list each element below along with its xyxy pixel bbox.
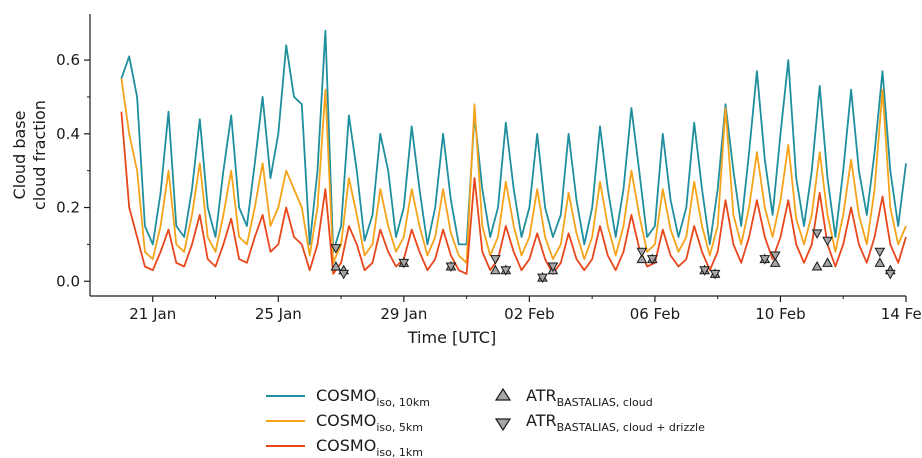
x-tick-label: 14 Feb: [881, 305, 922, 323]
marker-atr-cloud-drizzle: [874, 247, 886, 258]
legend-label-cosmo-1km: COSMOiso, 1km: [316, 436, 423, 458]
y-axis-label-line-1: Cloud base: [10, 111, 29, 200]
series-line-cosmo-5km: [120, 78, 907, 264]
legend-marker-triangle-down: [494, 418, 512, 432]
marker-atr-cloud: [769, 257, 781, 267]
series-line-cosmo-10km: [120, 29, 907, 253]
x-tick-label: 29 Jan: [380, 305, 427, 323]
x-tick-label: 25 Jan: [255, 305, 302, 323]
legend-marker-triangle-up: [494, 387, 512, 401]
legend-label-atr-cloud-drizzle: ATRBASTALIAS, cloud + drizzle: [526, 411, 705, 434]
x-tick-label: 21 Jan: [129, 305, 176, 323]
legend-entry-cosmo-10km: COSMOiso, 10km: [266, 386, 430, 409]
x-tick-label: 02 Feb: [504, 305, 554, 323]
marker-atr-cloud: [874, 257, 886, 267]
legend-entry-cosmo-5km: COSMOiso, 5km: [266, 411, 423, 434]
marker-atr-cloud-drizzle: [699, 266, 710, 276]
legend: COSMOiso, 10km COSMOiso, 5km COSMOiso, 1…: [266, 386, 705, 458]
y-tick-label: 0.0: [56, 272, 80, 290]
x-tick-label: 06 Feb: [630, 305, 680, 323]
marker-atr-cloud-drizzle: [759, 255, 771, 265]
legend-label-cosmo-5km: COSMOiso, 5km: [316, 411, 423, 434]
y-tick-label: 0.2: [56, 199, 80, 217]
marker-atr-cloud-drizzle: [646, 255, 658, 265]
x-tick-label: 10 Feb: [755, 305, 805, 323]
marker-atr-cloud: [822, 257, 833, 267]
y-tick-label: 0.6: [56, 51, 80, 69]
marker-atr-cloud-drizzle: [884, 269, 896, 280]
x-axis-ticks: 21 Jan 25 Jan 29 Jan 02 Feb 06 Feb 10 Feb 14 F…: [129, 296, 922, 323]
marker-atr-cloud-drizzle: [330, 244, 342, 254]
marker-atr-cloud-drizzle: [811, 229, 823, 239]
marker-atr-cloud-drizzle: [500, 266, 512, 276]
marker-atr-cloud-drizzle: [822, 236, 833, 247]
marker-atr-cloud-drizzle: [490, 255, 501, 265]
marker-atr-cloud: [490, 264, 501, 275]
marker-atr-cloud-drizzle: [769, 251, 781, 261]
marker-atr-cloud-drizzle: [445, 262, 457, 273]
legend-entry-atr-cloud-drizzle: ATRBASTALIAS, cloud + drizzle: [494, 411, 705, 434]
x-axis-label: Time [UTC]: [407, 328, 496, 347]
legend-entry-atr-cloud: ATRBASTALIAS, cloud: [494, 386, 653, 409]
legend-entry-cosmo-1km: COSMOiso, 1km: [266, 436, 423, 458]
y-axis-ticks: 0.0 0.2 0.4 0.6: [56, 51, 90, 290]
y-tick-label: 0.4: [56, 125, 80, 143]
marker-atr-cloud-drizzle: [636, 247, 648, 258]
legend-label-atr-cloud: ATRBASTALIAS, cloud: [526, 386, 653, 409]
y-axis-label-line-2: cloud fraction: [30, 100, 49, 210]
marker-atr-cloud-drizzle: [537, 273, 548, 284]
marker-atr-cloud: [330, 260, 342, 271]
marker-atr-cloud-drizzle: [338, 269, 350, 280]
plot-area: [120, 29, 907, 275]
marker-atr-cloud-drizzle: [398, 258, 410, 269]
marker-layer: [330, 229, 896, 284]
legend-label-cosmo-10km: COSMOiso, 10km: [316, 386, 430, 409]
marker-atr-cloud: [636, 253, 648, 264]
marker-atr-cloud-drizzle: [709, 269, 721, 280]
marker-atr-cloud-drizzle: [547, 262, 559, 273]
marker-atr-cloud: [811, 260, 823, 271]
